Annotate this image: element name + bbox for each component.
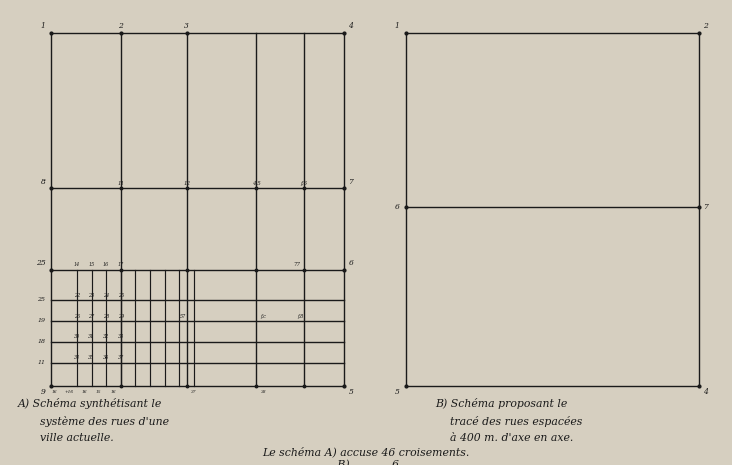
Text: 57: 57 xyxy=(180,313,186,319)
Text: —       B)   —      6      —: — B) — 6 — xyxy=(302,460,430,465)
Text: 25: 25 xyxy=(118,292,124,298)
Text: 4: 4 xyxy=(703,388,709,396)
Text: 26: 26 xyxy=(74,313,80,319)
Text: 30: 30 xyxy=(74,334,80,339)
Text: 9: 9 xyxy=(40,388,45,396)
Text: ville actuelle.: ville actuelle. xyxy=(40,433,114,444)
Text: 4,5: 4,5 xyxy=(252,181,261,186)
Text: 35: 35 xyxy=(89,355,94,360)
Text: 22: 22 xyxy=(74,292,80,298)
Text: 12: 12 xyxy=(183,181,190,186)
Text: 5: 5 xyxy=(395,388,400,396)
Text: A) Schéma synthétisant le: A) Schéma synthétisant le xyxy=(18,398,163,409)
Text: 16: 16 xyxy=(81,390,87,394)
Text: 77: 77 xyxy=(293,262,300,267)
Text: Le schéma A) accuse 46 croisements.: Le schéma A) accuse 46 croisements. xyxy=(262,446,470,457)
Text: 16: 16 xyxy=(52,390,58,394)
Text: 16: 16 xyxy=(103,262,109,267)
Text: 24: 24 xyxy=(103,292,109,298)
Text: 23: 23 xyxy=(89,292,94,298)
Text: 27: 27 xyxy=(89,313,94,319)
Text: tracé des rues espacées: tracé des rues espacées xyxy=(450,416,583,427)
Bar xyxy=(406,33,699,386)
Text: 2: 2 xyxy=(703,22,709,30)
Text: 33: 33 xyxy=(118,334,124,339)
Text: 25: 25 xyxy=(36,259,45,267)
Text: 34: 34 xyxy=(74,355,80,360)
Text: 8: 8 xyxy=(40,178,45,186)
Text: f,8: f,8 xyxy=(297,313,303,319)
Text: 25: 25 xyxy=(37,298,45,302)
Text: f,6: f,6 xyxy=(300,181,307,186)
Text: à 400 m. d'axe en axe.: à 400 m. d'axe en axe. xyxy=(450,433,574,444)
Bar xyxy=(51,33,344,386)
Text: 29: 29 xyxy=(118,313,124,319)
Text: 11: 11 xyxy=(37,360,45,365)
Text: 32: 32 xyxy=(103,334,109,339)
Text: 15: 15 xyxy=(89,262,94,267)
Text: B) Schéma proposant le: B) Schéma proposant le xyxy=(436,398,568,409)
Text: 4: 4 xyxy=(348,22,354,30)
Text: 37: 37 xyxy=(118,355,124,360)
Text: 17: 17 xyxy=(118,262,124,267)
Text: 37: 37 xyxy=(191,390,197,394)
Text: 1: 1 xyxy=(395,22,400,30)
Text: 15: 15 xyxy=(96,390,102,394)
Text: système des rues d'une: système des rues d'une xyxy=(40,416,169,427)
Text: f,c: f,c xyxy=(261,313,266,319)
Text: 7: 7 xyxy=(703,203,709,211)
Text: 14: 14 xyxy=(74,262,80,267)
Text: 6: 6 xyxy=(348,259,354,267)
Text: 31: 31 xyxy=(89,334,94,339)
Text: 19: 19 xyxy=(37,319,45,323)
Text: +16: +16 xyxy=(65,390,74,394)
Text: 28: 28 xyxy=(103,313,109,319)
Text: 11: 11 xyxy=(117,181,124,186)
Text: 2: 2 xyxy=(119,22,123,30)
Text: 7: 7 xyxy=(348,178,354,186)
Text: 3: 3 xyxy=(184,22,189,30)
Text: 18: 18 xyxy=(37,339,45,344)
Text: 1: 1 xyxy=(40,22,45,30)
Text: 16: 16 xyxy=(111,390,116,394)
Text: 36: 36 xyxy=(103,355,109,360)
Text: 5: 5 xyxy=(348,388,354,396)
Text: 38: 38 xyxy=(261,390,266,394)
Text: 6: 6 xyxy=(395,203,400,211)
